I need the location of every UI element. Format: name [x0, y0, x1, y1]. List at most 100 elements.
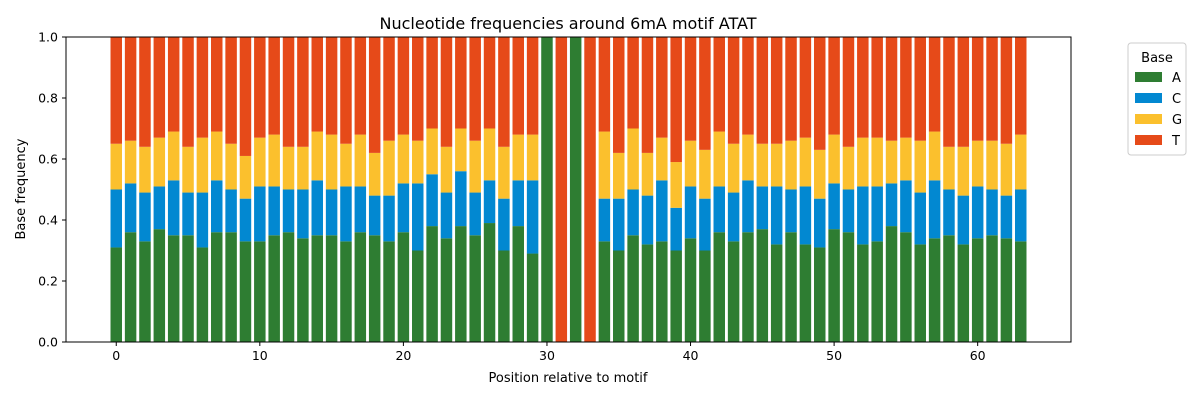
bar-T-pos-43: [727, 37, 740, 144]
bar-G-pos-22: [426, 128, 438, 175]
bar-G-pos-43: [727, 143, 740, 193]
bar-G-pos-60: [971, 140, 984, 187]
bar-C-pos-6: [196, 192, 209, 248]
bar-G-pos-46: [770, 143, 783, 187]
bar-T-pos-33: [584, 37, 596, 342]
bar-G-pos-50: [828, 134, 840, 184]
bar-C-pos-58: [943, 189, 955, 236]
bar-C-pos-14: [311, 180, 323, 236]
bar-T-pos-61: [986, 37, 998, 141]
bar-C-pos-34: [598, 198, 611, 242]
bar-A-pos-7: [211, 232, 223, 342]
x-tick-label: 50: [826, 348, 842, 363]
bar-A-pos-45: [756, 229, 769, 342]
bar-C-pos-8: [225, 189, 237, 233]
legend-label-T: T: [1171, 134, 1180, 149]
bar-A-pos-5: [182, 235, 194, 342]
bar-A-pos-59: [957, 244, 970, 342]
x-axis-label: Position relative to motif: [488, 371, 647, 386]
bar-T-pos-57: [928, 37, 941, 132]
bar-T-pos-51: [842, 37, 855, 147]
bar-T-pos-5: [182, 37, 194, 147]
bar-A-pos-54: [885, 226, 898, 342]
bar-A-pos-8: [225, 232, 237, 342]
bar-T-pos-13: [297, 37, 309, 147]
bar-A-pos-62: [1000, 238, 1013, 342]
bar-A-pos-0: [110, 247, 122, 342]
bar-A-pos-22: [426, 226, 438, 342]
bar-C-pos-62: [1000, 195, 1013, 239]
bar-C-pos-35: [613, 198, 625, 251]
bar-C-pos-22: [426, 174, 438, 227]
bar-C-pos-21: [412, 183, 424, 251]
bar-T-pos-54: [885, 37, 898, 141]
bar-C-pos-36: [627, 189, 639, 236]
bar-A-pos-10: [254, 241, 266, 342]
bar-C-pos-38: [656, 180, 668, 242]
bar-C-pos-24: [455, 171, 467, 227]
legend-title: Base: [1141, 51, 1173, 66]
bar-A-pos-25: [469, 235, 481, 342]
bar-T-pos-52: [857, 37, 869, 138]
bar-T-pos-47: [785, 37, 797, 141]
bar-C-pos-28: [512, 180, 524, 227]
bar-G-pos-9: [239, 155, 252, 199]
bar-G-pos-5: [182, 146, 194, 193]
bar-G-pos-1: [124, 140, 137, 184]
bar-C-pos-60: [971, 186, 984, 239]
bar-C-pos-43: [727, 192, 740, 242]
bar-G-pos-17: [354, 134, 367, 187]
bar-C-pos-37: [641, 195, 654, 245]
bar-A-pos-60: [971, 238, 984, 342]
bar-G-pos-52: [857, 137, 869, 187]
bar-T-pos-4: [167, 37, 180, 132]
bar-C-pos-50: [828, 183, 840, 230]
bar-G-pos-24: [455, 128, 467, 172]
bar-G-pos-15: [325, 134, 338, 190]
bar-T-pos-8: [225, 37, 237, 144]
bar-A-pos-26: [483, 223, 496, 342]
bar-G-pos-47: [785, 140, 797, 190]
bar-T-pos-14: [311, 37, 323, 132]
bar-C-pos-42: [713, 186, 725, 233]
bar-A-pos-38: [656, 241, 668, 342]
bar-C-pos-48: [799, 186, 812, 245]
bar-G-pos-7: [211, 131, 223, 181]
bar-A-pos-20: [397, 232, 410, 342]
bar-G-pos-18: [368, 152, 381, 196]
bar-G-pos-16: [340, 143, 352, 187]
bar-G-pos-59: [957, 146, 970, 196]
bar-G-pos-8: [225, 143, 237, 190]
y-tick-label: 0.8: [38, 91, 58, 106]
bar-G-pos-49: [814, 149, 826, 199]
bar-T-pos-16: [340, 37, 352, 144]
bar-C-pos-0: [110, 189, 122, 248]
bar-C-pos-47: [785, 189, 797, 233]
bar-T-pos-25: [469, 37, 481, 141]
bar-G-pos-58: [943, 146, 955, 190]
x-tick-label: 0: [112, 348, 120, 363]
bar-G-pos-4: [167, 131, 180, 181]
bar-A-pos-57: [928, 238, 941, 342]
bar-T-pos-39: [670, 37, 682, 163]
bar-C-pos-56: [914, 192, 926, 245]
bar-C-pos-44: [742, 180, 754, 233]
bar-G-pos-36: [627, 128, 639, 190]
bar-T-pos-21: [412, 37, 424, 141]
bar-A-pos-9: [239, 241, 252, 342]
bar-G-pos-51: [842, 146, 855, 190]
bar-C-pos-57: [928, 180, 941, 239]
legend-label-G: G: [1172, 113, 1182, 128]
bar-A-pos-11: [268, 235, 280, 342]
bar-C-pos-23: [440, 192, 453, 239]
bar-A-pos-6: [196, 247, 209, 342]
bar-A-pos-23: [440, 238, 453, 342]
bar-G-pos-29: [526, 134, 539, 181]
bar-G-pos-34: [598, 131, 611, 199]
bar-G-pos-28: [512, 134, 524, 181]
bar-C-pos-11: [268, 186, 280, 236]
bar-A-pos-44: [742, 232, 754, 342]
bar-C-pos-63: [1015, 189, 1027, 242]
bar-T-pos-49: [814, 37, 826, 150]
